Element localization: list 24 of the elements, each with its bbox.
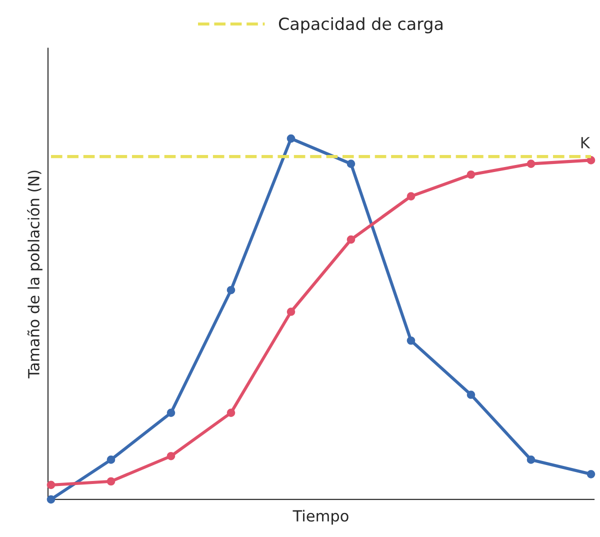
point [346,160,356,168]
point [586,156,596,164]
point [466,170,476,179]
point [46,495,56,504]
point [226,408,236,417]
y-axis-title: Tamaño de la población (N) [27,170,42,378]
point [406,336,416,345]
point [286,308,296,316]
point [166,408,176,417]
point [586,470,596,478]
legend-label: Capacidad de carga [278,17,442,34]
point [106,477,116,486]
point [106,456,116,464]
annotation: K [581,137,590,148]
point [526,456,536,464]
point [286,134,296,143]
point [46,480,56,490]
point [406,192,416,200]
point [226,286,236,294]
x-axis-title: Tiempo [292,510,348,525]
point [466,390,476,399]
point [526,160,536,168]
point [166,452,176,460]
point [346,235,356,244]
